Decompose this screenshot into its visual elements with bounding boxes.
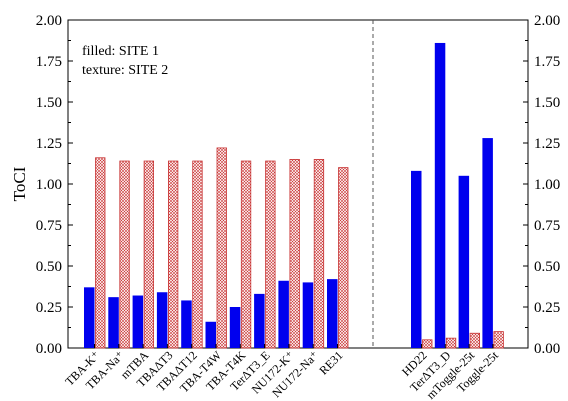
bar-site1: [229, 307, 241, 348]
bar-site2: [469, 332, 481, 349]
bar-site2: [493, 331, 504, 349]
bar-site1: [132, 295, 144, 348]
y-tick-label-left: 0.00: [36, 341, 62, 357]
bar-site1: [84, 287, 95, 348]
bar-site2: [422, 339, 433, 349]
bar-site1: [327, 279, 338, 348]
plot-area: 0.00 0.00 0.25 0.25 0.50 0.50 0.75 0.75 1.00 1.00…: [10, 13, 560, 401]
y-tick-label-left: 0.75: [36, 218, 62, 234]
y-tick-label-left: 1.00: [36, 177, 62, 193]
y-tick-label-right: 0.25: [534, 300, 560, 316]
bar-site1: [482, 138, 493, 348]
y-tick-label-left: 0.25: [36, 300, 62, 316]
bar-site2: [313, 158, 325, 349]
bar-site1: [108, 297, 119, 348]
bar-site2: [445, 337, 457, 349]
y-tick-label-right: 1.25: [534, 136, 560, 152]
bar-site2: [95, 157, 106, 349]
y-tick-label-right: 1.00: [534, 177, 560, 193]
bar-site1: [434, 42, 446, 349]
legend-line: texture: SITE 2: [82, 63, 168, 78]
bar-site2: [216, 147, 227, 349]
bar-site1: [254, 293, 265, 348]
bar-site1: [278, 280, 289, 348]
bar-site2: [192, 160, 203, 349]
y-tick-label-right: 2.00: [534, 13, 560, 29]
bar-site1: [205, 321, 216, 348]
y-tick-label-left: 1.25: [36, 136, 62, 152]
y-tick-label-left: 1.75: [36, 54, 62, 70]
y-tick-label-right: 0.00: [534, 341, 560, 357]
y-axis-label: ToCI: [10, 166, 29, 201]
y-tick-label-left: 2.00: [36, 13, 62, 29]
y-tick-label-right: 1.50: [534, 95, 560, 111]
bar-site2: [143, 160, 155, 349]
bar-site2: [265, 160, 276, 349]
legend-line: filled: SITE 1: [82, 44, 159, 59]
bar-site1: [181, 300, 192, 348]
bar-site2: [289, 158, 300, 349]
y-tick-label-right: 0.75: [534, 218, 560, 234]
y-tick-label-left: 1.50: [36, 95, 62, 111]
bar-site2: [240, 160, 252, 349]
bar-site2: [167, 160, 179, 349]
y-tick-label-right: 0.50: [534, 259, 560, 275]
bar-site1: [156, 292, 168, 348]
y-tick-label-left: 0.50: [36, 259, 62, 275]
bar-site2: [338, 167, 349, 349]
bar-site1: [302, 282, 314, 348]
bar-site2: [119, 160, 130, 349]
bar-site1: [411, 170, 422, 348]
bar-site1: [458, 175, 470, 348]
x-tick-label: RE31: [316, 348, 345, 377]
y-tick-label-right: 1.75: [534, 54, 560, 70]
